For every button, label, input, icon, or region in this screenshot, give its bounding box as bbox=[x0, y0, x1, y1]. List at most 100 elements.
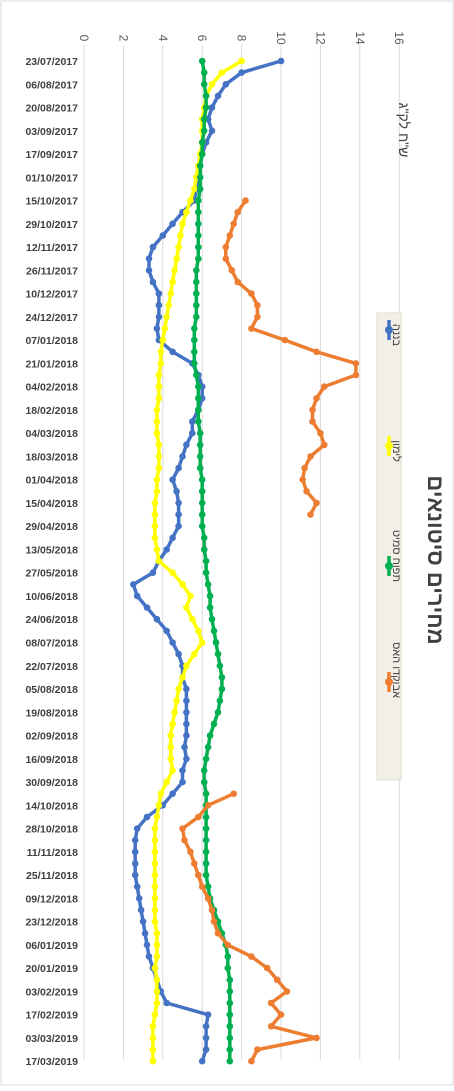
data-point bbox=[204, 743, 212, 751]
data-point bbox=[198, 883, 206, 890]
data-point bbox=[175, 499, 182, 507]
data-point bbox=[222, 255, 230, 262]
x-tick-label: 11/11/2018 bbox=[27, 847, 79, 859]
data-point bbox=[131, 860, 139, 867]
data-point bbox=[204, 802, 212, 809]
data-point bbox=[163, 546, 170, 553]
data-point bbox=[226, 1023, 234, 1030]
data-point bbox=[196, 464, 204, 472]
data-point bbox=[198, 139, 206, 146]
data-point bbox=[131, 848, 139, 856]
data-point bbox=[195, 383, 202, 390]
data-point bbox=[214, 650, 222, 658]
data-point bbox=[193, 371, 200, 379]
data-point bbox=[155, 313, 163, 321]
data-point bbox=[200, 69, 208, 76]
data-point bbox=[155, 464, 163, 472]
y-tick-label: 14 bbox=[353, 31, 367, 45]
data-point bbox=[191, 325, 198, 332]
data-point bbox=[141, 930, 149, 937]
x-tick-label: 24/12/2017 bbox=[25, 312, 78, 324]
data-point bbox=[208, 127, 216, 135]
x-axis-tick-labels: 23/07/2017 06/08/2017 20/08/2017 03/09/2017… bbox=[25, 56, 78, 1068]
data-point bbox=[145, 267, 153, 274]
data-point bbox=[183, 441, 190, 449]
data-point bbox=[352, 360, 360, 367]
data-point bbox=[202, 871, 210, 879]
data-point bbox=[159, 336, 167, 344]
data-point bbox=[226, 999, 234, 1007]
data-point bbox=[157, 348, 165, 356]
data-point bbox=[163, 999, 170, 1007]
data-point bbox=[145, 255, 153, 262]
x-tick-label: 20/01/2019 bbox=[25, 963, 78, 975]
data-point bbox=[175, 511, 182, 518]
data-point bbox=[155, 453, 163, 460]
x-tick-label: 02/09/2018 bbox=[25, 731, 78, 743]
data-point bbox=[149, 569, 157, 576]
data-point bbox=[195, 871, 202, 879]
data-point bbox=[254, 313, 261, 321]
y-tick-label: 16 bbox=[392, 31, 406, 45]
data-point bbox=[153, 406, 161, 414]
data-point bbox=[210, 720, 218, 728]
x-tick-label: 04/02/2018 bbox=[25, 382, 78, 394]
x-tick-label: 29/04/2018 bbox=[25, 521, 78, 533]
data-point bbox=[135, 895, 143, 902]
data-point bbox=[195, 208, 202, 216]
legend-label: לימון bbox=[390, 440, 403, 462]
data-point bbox=[155, 371, 163, 379]
data-point bbox=[210, 918, 218, 925]
data-point bbox=[183, 697, 190, 704]
data-point bbox=[155, 441, 163, 449]
data-point bbox=[167, 755, 174, 763]
data-point bbox=[151, 871, 159, 879]
legend: בננה לימון תפוח סמיט אבוקדו האס bbox=[376, 312, 403, 781]
data-point bbox=[175, 650, 182, 658]
data-point bbox=[196, 453, 204, 460]
y-tick-label: 8 bbox=[235, 35, 249, 42]
data-point bbox=[214, 92, 222, 100]
data-point bbox=[254, 301, 261, 309]
data-point bbox=[153, 999, 161, 1007]
legend-swatch-marker bbox=[385, 442, 393, 450]
data-point bbox=[195, 255, 202, 262]
data-point bbox=[202, 1046, 210, 1053]
y-tick-label: 10 bbox=[274, 31, 288, 45]
data-point bbox=[131, 836, 139, 844]
data-point bbox=[198, 57, 206, 65]
data-point bbox=[153, 813, 161, 821]
x-tick-label: 19/08/2018 bbox=[25, 707, 78, 719]
data-point bbox=[149, 1023, 157, 1030]
x-tick-label: 01/10/2017 bbox=[25, 172, 78, 184]
y-tick-label: 0 bbox=[77, 35, 91, 42]
data-point bbox=[196, 174, 204, 181]
data-point bbox=[309, 406, 316, 414]
series-2 bbox=[191, 57, 234, 1065]
data-point bbox=[139, 918, 147, 925]
data-point bbox=[153, 325, 161, 332]
data-point bbox=[183, 662, 190, 670]
data-point bbox=[191, 860, 198, 867]
series-3 bbox=[179, 197, 360, 1065]
data-point bbox=[200, 767, 208, 774]
data-point bbox=[200, 778, 208, 786]
data-point bbox=[155, 290, 163, 297]
data-point bbox=[175, 522, 182, 530]
data-point bbox=[200, 546, 208, 553]
data-point bbox=[193, 301, 200, 309]
data-point bbox=[149, 1046, 157, 1053]
x-tick-label: 01/04/2018 bbox=[25, 475, 78, 487]
series-line bbox=[224, 198, 358, 517]
data-point bbox=[151, 848, 159, 856]
data-point bbox=[242, 197, 249, 204]
data-point bbox=[131, 871, 139, 879]
data-point bbox=[214, 930, 222, 937]
x-tick-label: 30/09/2018 bbox=[25, 777, 78, 789]
data-point bbox=[208, 615, 216, 623]
x-tick-label: 08/07/2018 bbox=[25, 638, 78, 650]
x-tick-label: 18/03/2018 bbox=[25, 451, 78, 463]
data-point bbox=[210, 627, 218, 635]
data-point bbox=[151, 534, 159, 542]
data-point bbox=[187, 592, 194, 600]
